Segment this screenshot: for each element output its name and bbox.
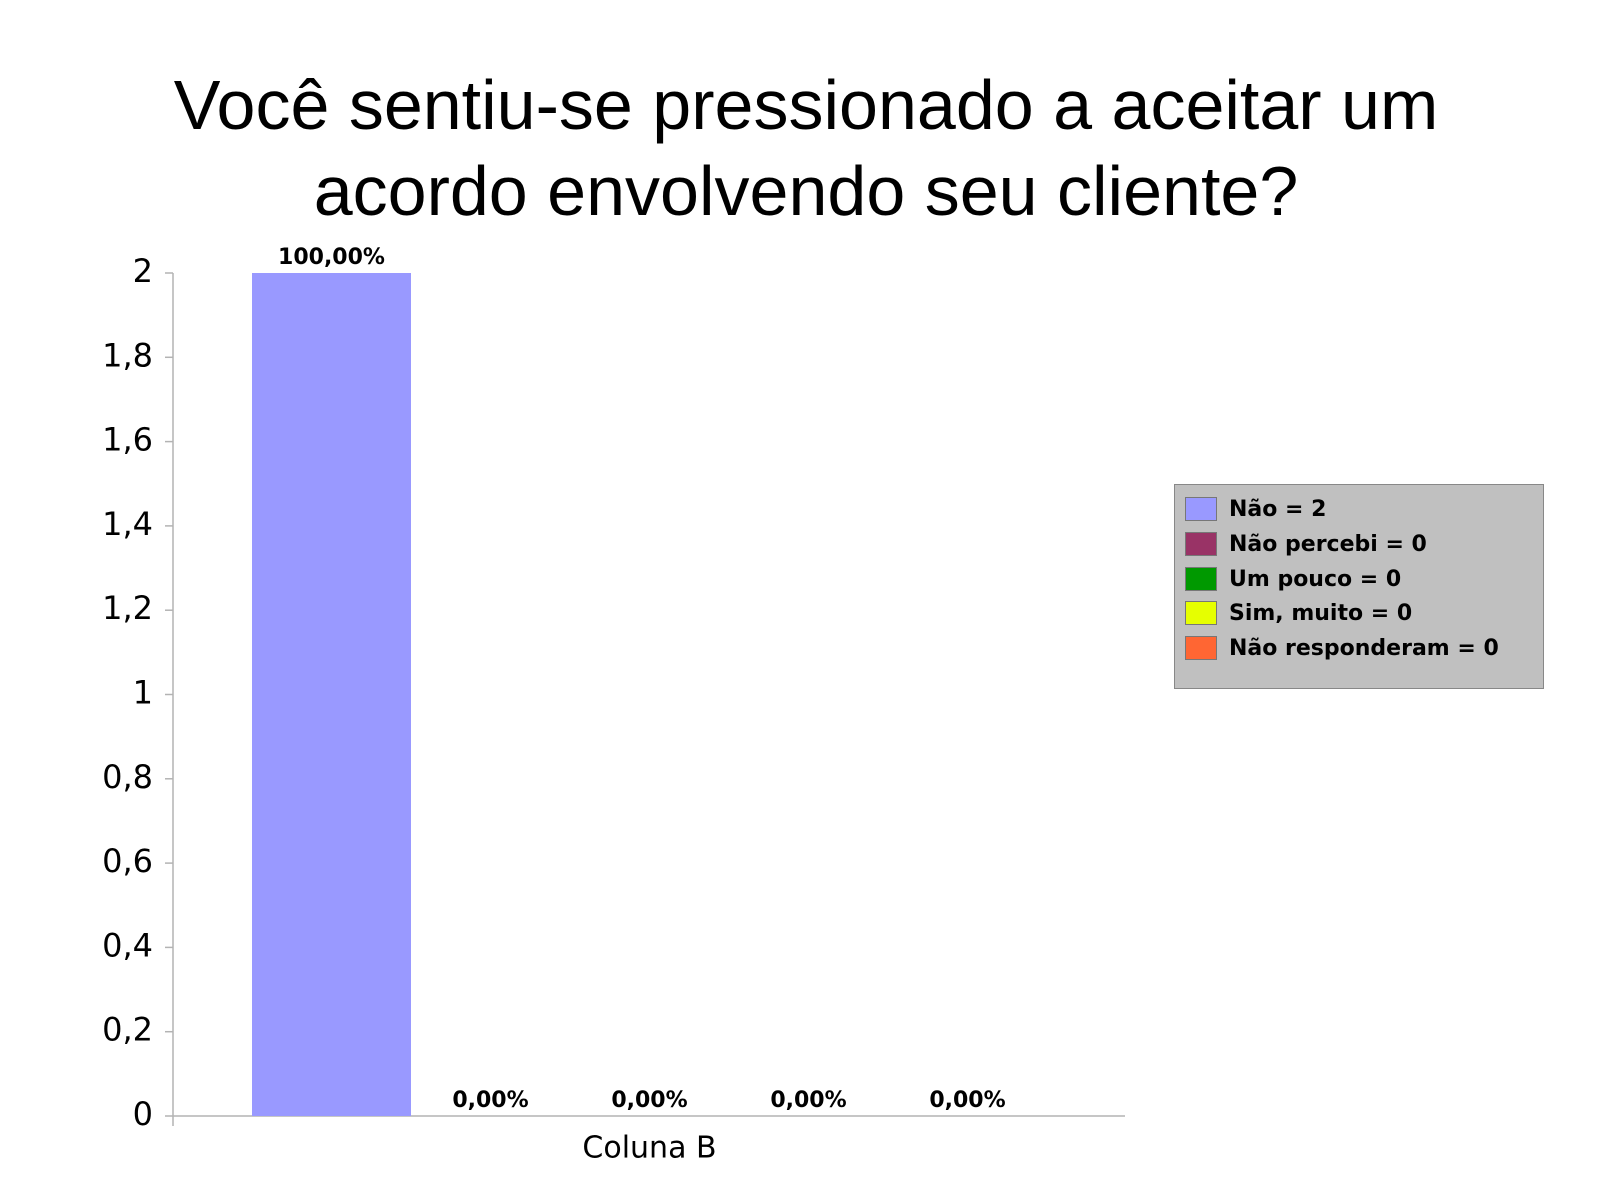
- bar: [252, 273, 411, 1116]
- x-tick-label: Coluna B: [582, 1131, 716, 1166]
- legend-swatch: [1185, 567, 1217, 591]
- value-label: 0,00%: [770, 1088, 846, 1113]
- legend-swatch: [1185, 636, 1217, 660]
- y-tick-label: 1,6: [102, 421, 153, 459]
- legend-label: Não = 2: [1229, 497, 1327, 522]
- y-tick-label: 1,4: [102, 505, 153, 543]
- y-tick-label: 1,8: [102, 336, 153, 374]
- y-tick-label: 2: [133, 252, 153, 290]
- value-label: 0,00%: [611, 1088, 687, 1113]
- value-label: 0,00%: [452, 1088, 528, 1113]
- legend-label: Não responderam = 0: [1229, 636, 1499, 661]
- value-label: 0,00%: [929, 1088, 1005, 1113]
- legend-label: Sim, muito = 0: [1229, 601, 1413, 626]
- legend-swatch: [1185, 532, 1217, 556]
- value-label: 100,00%: [278, 245, 385, 270]
- legend: Não = 2 Não percebi = 0 Um pouco = 0 Sim, m…: [1174, 484, 1544, 689]
- legend-swatch: [1185, 497, 1217, 521]
- y-tick-label: 0,8: [102, 758, 153, 796]
- chart-title: Você sentiu-se pressionado a aceitar um …: [173, 66, 1439, 230]
- legend-swatch: [1185, 601, 1217, 625]
- y-tick-label: 1: [133, 674, 153, 712]
- legend-label: Um pouco = 0: [1229, 567, 1402, 592]
- y-tick-label: 0,2: [102, 1011, 153, 1049]
- y-tick-label: 0,6: [102, 842, 153, 880]
- y-tick-label: 0,4: [102, 926, 153, 964]
- y-tick-label: 0: [133, 1095, 153, 1133]
- legend-label: Não percebi = 0: [1229, 532, 1427, 557]
- y-tick-label: 1,2: [102, 589, 153, 627]
